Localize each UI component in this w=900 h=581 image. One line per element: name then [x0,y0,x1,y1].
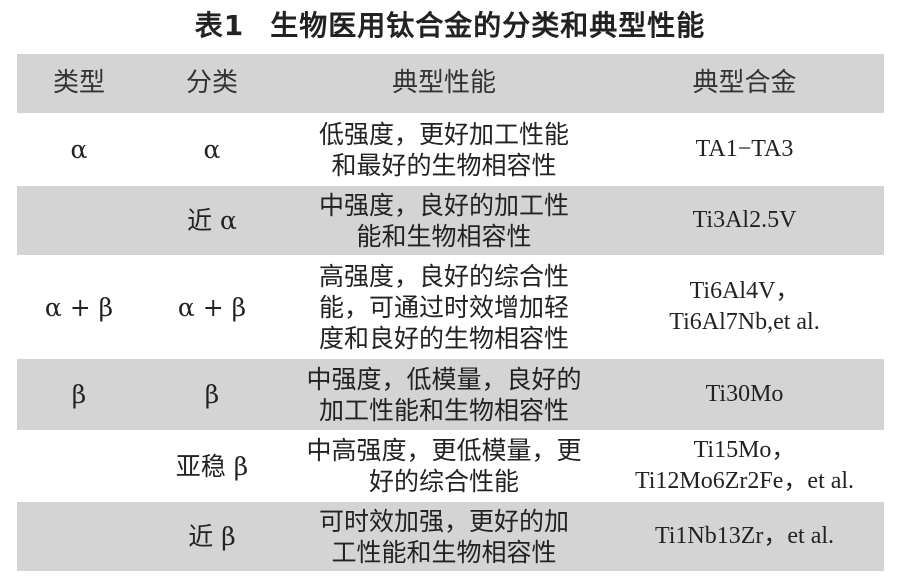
cell-alloys-line: Ti3Al2.5V [692,207,797,233]
cell-properties-line: 和最好的生物相容性 [331,150,557,180]
table-header-row: 类型 分类 典型性能 典型合金 [17,54,884,115]
cell-properties-line: 能，可通过时效增加轻 [318,292,569,322]
cell-properties-line: 加工性能和生物相容性 [318,395,569,425]
cell-alloys: Ti1Nb13Zr，et al. [605,521,884,552]
cell-type: α + β [44,292,114,322]
header-class: 分类 [185,68,238,98]
cell-class: α + β [177,292,247,322]
header-properties: 典型性能 [391,68,496,98]
cell-properties: 中强度，低模量，良好的 加工性能和生物相容性 [283,364,605,426]
header-alloys: 典型合金 [692,68,797,98]
cell-alloys: Ti6Al4V， Ti6Al7Nb,et al. [605,276,884,338]
table-number: 表1 [194,9,245,42]
cell-alloys-line: Ti6Al7Nb,et al. [669,309,820,335]
cell-class: 亚稳 β [175,451,249,481]
cell-properties: 中强度，良好的加工性 能和生物相容性 [283,190,605,252]
cell-alloys-line: Ti6Al4V， [689,278,800,304]
cell-properties-line: 可时效加强，更好的加 [318,506,569,536]
cell-alloys: Ti30Mo [605,379,884,410]
alloy-table: 类型 分类 典型性能 典型合金 α α 低强度，更好加工性能 和最好的生物相容性 TA1… [17,54,884,573]
table-row: α + β α + β 高强度，良好的综合性 能，可通过时效增加轻 度和良好的生物相容性… [17,257,884,359]
cell-alloys-line: Ti1Nb13Zr，et al. [654,523,835,549]
header-type: 类型 [52,68,105,98]
cell-properties-line: 中强度，低模量，良好的 [306,364,582,394]
cell-properties-line: 中强度，良好的加工性 [318,190,569,220]
cell-properties-line: 度和良好的生物相容性 [318,323,569,353]
cell-properties: 低强度，更好加工性能 和最好的生物相容性 [283,119,605,181]
cell-properties-line: 工性能和生物相容性 [331,537,557,567]
cell-properties-line: 低强度，更好加工性能 [318,119,569,149]
cell-alloys-line: TA1−TA3 [695,136,794,162]
cell-alloys: Ti3Al2.5V [605,205,884,236]
cell-properties-line: 好的综合性能 [368,467,519,496]
table-title: 生物医用钛合金的分类和典型性能 [270,9,706,42]
cell-properties-line: 能和生物相容性 [356,221,532,251]
table-row: 亚稳 β 中高强度，更低模量，更 好的综合性能 Ti15Mo， Ti12Mo6Zr2Fe… [17,432,884,502]
cell-properties: 可时效加强，更好的加 工性能和生物相容性 [283,506,605,568]
cell-alloys-line: Ti30Mo [705,381,784,407]
cell-class: β [204,380,220,409]
table-row: 近 β 可时效加强，更好的加 工性能和生物相容性 Ti1Nb13Zr，et al. [17,502,884,573]
table-caption: 表1 生物医用钛合金的分类和典型性能 [0,6,900,46]
cell-class: 近 β [188,522,236,551]
table-row: α α 低强度，更好加工性能 和最好的生物相容性 TA1−TA3 [17,115,884,186]
cell-properties-line: 中高强度，更低模量，更 [306,436,582,465]
cell-alloys: Ti15Mo， Ti12Mo6Zr2Fe，et al. [605,435,884,497]
cell-alloys: TA1−TA3 [605,134,884,165]
cell-alloys-line: Ti12Mo6Zr2Fe，et al. [634,468,855,494]
cell-alloys-line: Ti15Mo， [693,437,796,463]
table-row: β β 中强度，低模量，良好的 加工性能和生物相容性 Ti30Mo [17,359,884,432]
cell-type: α [70,135,88,164]
cell-properties: 高强度，良好的综合性 能，可通过时效增加轻 度和良好的生物相容性 [283,261,605,354]
cell-type: β [71,380,87,409]
table-row: 近 α 中强度，良好的加工性 能和生物相容性 Ti3Al2.5V [17,186,884,257]
cell-class: α [203,135,221,164]
cell-class: 近 α [187,206,237,235]
cell-properties: 中高强度，更低模量，更 好的综合性能 [283,435,605,497]
cell-properties-line: 高强度，良好的综合性 [318,261,569,291]
